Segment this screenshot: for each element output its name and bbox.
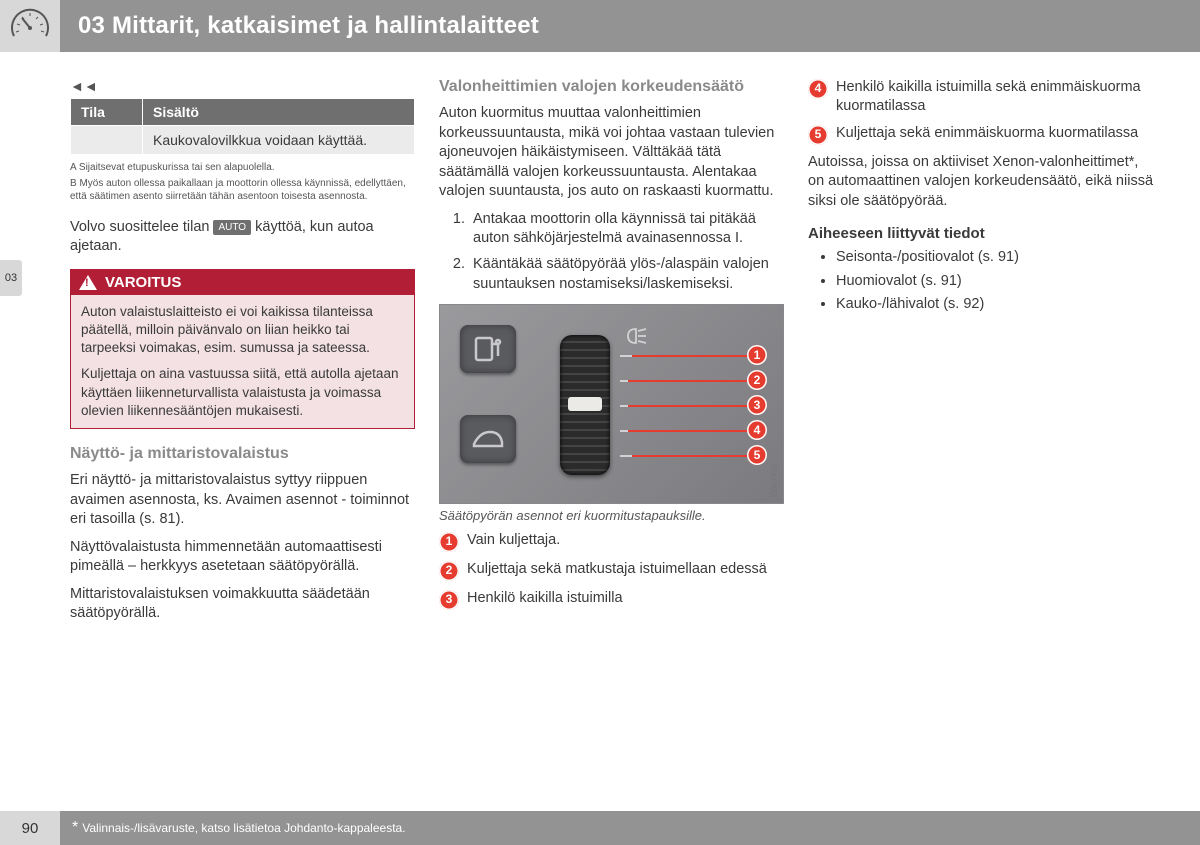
legend-text: Kuljettaja sekä enimmäiskuorma kuormatil…: [836, 124, 1138, 143]
gauge-icon: [0, 0, 60, 52]
column-3: 4 Henkilö kaikilla istuimilla sekä enimm…: [808, 78, 1153, 624]
warning-header: VAROITUS: [71, 270, 414, 295]
legend-item: 3 Henkilö kaikilla istuimilla: [439, 589, 784, 610]
fuel-button-icon: [460, 325, 516, 373]
body-text: Mittaristovalaistuksen voimakkuutta sääd…: [70, 585, 415, 624]
thumbwheel-figure: 1 2 3 4 5 G047476: [439, 304, 784, 504]
mode-table: Tila Sisältö Kaukovalovilkkua voidaan kä…: [70, 98, 415, 155]
related-link[interactable]: Kauko-/lähivalot (s. 92): [836, 293, 1153, 316]
steps-list: Antakaa moottorin olla käynnissä tai pit…: [439, 210, 784, 294]
page-footer: 90 * Valinnais-/lisävaruste, katso lisät…: [0, 811, 1200, 845]
leader-line: [628, 430, 747, 432]
body-text: Näyttövalaistusta himmennetään automaatt…: [70, 538, 415, 577]
legend-list: 1 Vain kuljettaja. 2 Kuljettaja sekä mat…: [439, 531, 784, 610]
figure-caption: Säätöpyörän asennot eri kuormitustapauks…: [439, 508, 784, 523]
thumbwheel-icon: [560, 335, 610, 475]
legend-badge-3: 3: [439, 590, 459, 610]
leader-line: [628, 405, 747, 407]
side-chapter-tab: 03: [0, 260, 22, 296]
leader-line: [632, 455, 747, 457]
legend-text: Henkilö kaikilla istuimilla: [467, 589, 623, 608]
body-text: Eri näyttö- ja mittaristovalaistus sytty…: [70, 471, 415, 530]
legend-list-cont: 4 Henkilö kaikilla istuimilla sekä enimm…: [808, 78, 1153, 145]
table-row: Kaukovalovilkkua voidaan käyttää.: [71, 126, 415, 155]
page-content: ◄◄ Tila Sisältö Kaukovalovilkkua voidaan…: [0, 52, 1200, 624]
trunk-button-icon: [460, 415, 516, 463]
column-1: ◄◄ Tila Sisältö Kaukovalovilkkua voidaan…: [70, 78, 415, 624]
auto-badge: AUTO: [213, 220, 251, 236]
page-number: 90: [0, 811, 60, 845]
legend-item: 2 Kuljettaja sekä matkustaja istuimellaa…: [439, 560, 784, 581]
legend-text: Vain kuljettaja.: [467, 531, 560, 550]
column-2: Valonheittimien valojen korkeudensäätö A…: [439, 78, 784, 624]
table-header-tila: Tila: [71, 99, 143, 126]
footnote-b: B Myös auton ollessa paikallaan ja moott…: [70, 177, 415, 204]
warning-icon: [79, 275, 97, 290]
leader-line: [632, 355, 747, 357]
related-info-heading: Aiheeseen liittyvät tiedot: [808, 225, 1153, 242]
legend-badge-1: 1: [439, 532, 459, 552]
marker-4: 4: [747, 420, 767, 440]
recommend-text: Volvo suosittelee tilan AUTO käyttöä, ku…: [70, 218, 415, 257]
table-cell: Kaukovalovilkkua voidaan käyttää.: [143, 126, 415, 155]
table-header-sisalto: Sisältö: [143, 99, 415, 126]
chapter-header: 03 Mittarit, katkaisimet ja hallintalait…: [0, 0, 1200, 52]
step-item: Antakaa moottorin olla käynnissä tai pit…: [469, 210, 784, 249]
footer-note: * Valinnais-/lisävaruste, katso lisätiet…: [60, 811, 1200, 845]
continued-indicator: ◄◄: [70, 78, 415, 94]
xenon-note: Autoissa, joissa on aktiiviset Xenon-val…: [808, 153, 1153, 212]
warning-p1: Auton valaistuslaitteisto ei voi kaikiss…: [81, 303, 404, 358]
warning-box: VAROITUS Auton valaistuslaitteisto ei vo…: [70, 269, 415, 429]
image-code: G047476: [770, 464, 779, 497]
legend-badge-2: 2: [439, 561, 459, 581]
marker-2: 2: [747, 370, 767, 390]
legend-item: 1 Vain kuljettaja.: [439, 531, 784, 552]
legend-item: 4 Henkilö kaikilla istuimilla sekä enimm…: [808, 78, 1153, 116]
table-cell: [71, 126, 143, 155]
marker-3: 3: [747, 395, 767, 415]
related-link[interactable]: Seisonta-/positiovalot (s. 91): [836, 246, 1153, 269]
step-item: Kääntäkää säätöpyörää ylös-/alaspäin val…: [469, 255, 784, 294]
warning-body: Auton valaistuslaitteisto ei voi kaikiss…: [71, 295, 414, 428]
related-link[interactable]: Huomiovalot (s. 91): [836, 270, 1153, 293]
section-display-lighting: Näyttö- ja mittaristovalaistus: [70, 445, 415, 463]
legend-item: 5 Kuljettaja sekä enimmäiskuorma kuormat…: [808, 124, 1153, 145]
section-headlight-adjust: Valonheittimien valojen korkeudensäätö: [439, 78, 784, 96]
legend-badge-5: 5: [808, 125, 828, 145]
marker-1: 1: [747, 345, 767, 365]
marker-5: 5: [747, 445, 767, 465]
legend-badge-4: 4: [808, 79, 828, 99]
table-footnotes: A Sijaitsevat etupuskurissa tai sen alap…: [70, 161, 415, 204]
body-text: Auton kuormitus muuttaa valonheittimien …: [439, 104, 784, 202]
legend-text: Kuljettaja sekä matkustaja istuimellaan …: [467, 560, 767, 579]
warning-p2: Kuljettaja on aina vastuussa siitä, että…: [81, 365, 404, 420]
leader-line: [628, 380, 747, 382]
related-links: Seisonta-/positiovalot (s. 91) Huomioval…: [808, 246, 1153, 316]
warning-title: VAROITUS: [105, 274, 181, 291]
chapter-title: 03 Mittarit, katkaisimet ja hallintalait…: [78, 12, 539, 40]
legend-text: Henkilö kaikilla istuimilla sekä enimmäi…: [836, 78, 1153, 116]
footnote-a: A Sijaitsevat etupuskurissa tai sen alap…: [70, 161, 415, 175]
star-icon: *: [72, 819, 78, 837]
